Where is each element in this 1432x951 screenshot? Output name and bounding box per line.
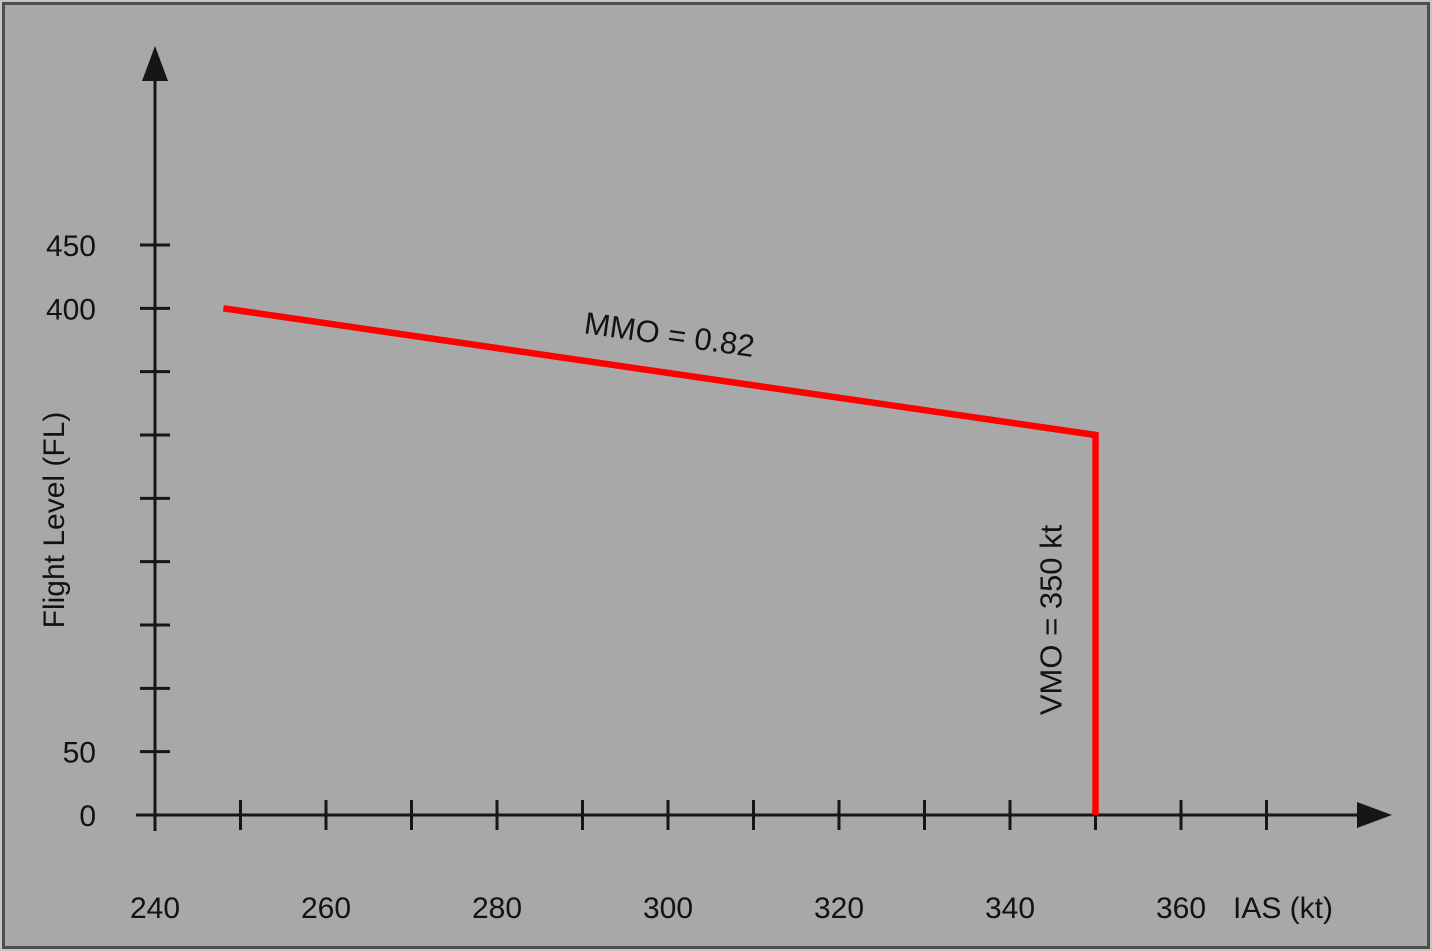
y-axis-title: Flight Level (FL) [38,412,71,629]
x-tick-label: 280 [472,892,522,925]
mmo-limit-label: MMO = 0.82 [582,305,757,364]
y-tick-label: 0 [79,800,96,833]
vmo-limit-label: VMO = 350 kt [1033,524,1068,715]
x-tick-label: 260 [301,892,351,925]
y-tick-label: 450 [46,230,96,263]
plot-layer: 240 260 280 300 320 340 360 450 400 50 0 MMO = 0.82… [46,46,1392,925]
x-tick-label: 240 [130,892,180,925]
y-tick-label: 400 [46,293,96,326]
y-axis-arrow-icon [142,46,168,81]
x-axis-title: IAS (kt) [1233,892,1333,925]
x-tick-label: 320 [814,892,864,925]
x-tick-label: 340 [985,892,1035,925]
x-axis-arrow-icon [1357,802,1392,828]
x-tick-label: 300 [643,892,693,925]
y-tick-label: 50 [63,737,96,770]
x-tick-label: 360 [1156,892,1206,925]
speed-limit-envelope [222,305,1099,815]
